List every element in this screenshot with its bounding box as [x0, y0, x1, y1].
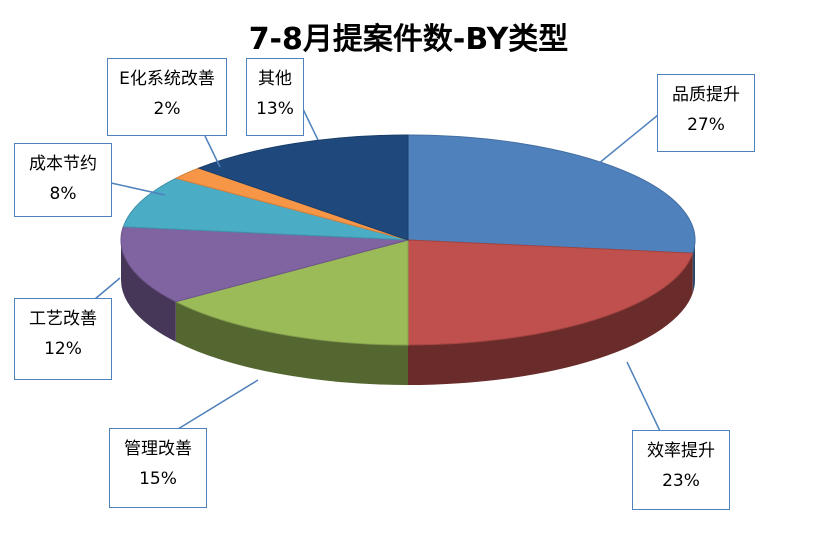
leader-line-4 [110, 182, 166, 196]
pie-slice-1 [407, 239, 694, 346]
pie-side-2 [175, 301, 408, 385]
data-label-category: E化系统改善 [119, 69, 215, 89]
data-label-percent: 23% [662, 471, 700, 491]
data-label-4: 成本节约 8% [14, 143, 112, 217]
data-label-2: 管理改善 15% [109, 428, 207, 508]
data-label-category: 品质提升 [672, 85, 740, 105]
data-label-percent: 13% [256, 99, 294, 119]
leader-line-5 [204, 135, 221, 168]
data-label-percent: 8% [49, 184, 77, 204]
pie-slice-3 [120, 226, 409, 303]
data-label-percent: 12% [44, 339, 82, 359]
pie-side-0 [692, 240, 695, 294]
pie-slice-2 [174, 239, 409, 346]
data-label-6: 其他 13% [246, 58, 304, 136]
pie-sides [120, 240, 695, 385]
leader-lines [94, 106, 661, 432]
data-label-category: 效率提升 [647, 441, 715, 461]
data-label-percent: 2% [153, 99, 181, 119]
data-label-category: 工艺改善 [29, 309, 97, 329]
pie-tops [120, 134, 696, 346]
leader-line-0 [597, 114, 659, 165]
leader-line-6 [301, 106, 319, 141]
data-label-5: E化系统改善 2% [107, 58, 227, 136]
data-label-3: 工艺改善 12% [14, 298, 112, 380]
leader-line-3 [94, 277, 121, 300]
data-label-percent: 15% [139, 469, 177, 489]
data-label-0: 品质提升 27% [657, 74, 755, 152]
data-label-category: 成本节约 [29, 154, 97, 174]
data-label-1: 效率提升 23% [632, 430, 730, 510]
data-label-percent: 27% [687, 115, 725, 135]
pie-slice-0 [407, 134, 696, 254]
chart-title: 7-8月提案件数-BY类型 [248, 22, 569, 57]
pie-slice-6 [197, 134, 409, 241]
leader-line-2 [177, 379, 259, 430]
data-label-category: 管理改善 [124, 439, 192, 459]
pie-side-1 [408, 253, 693, 385]
leader-line-1 [626, 361, 661, 432]
pie-side-3 [120, 240, 176, 342]
pie-slice-4 [122, 177, 409, 241]
data-label-category: 其他 [258, 69, 292, 89]
